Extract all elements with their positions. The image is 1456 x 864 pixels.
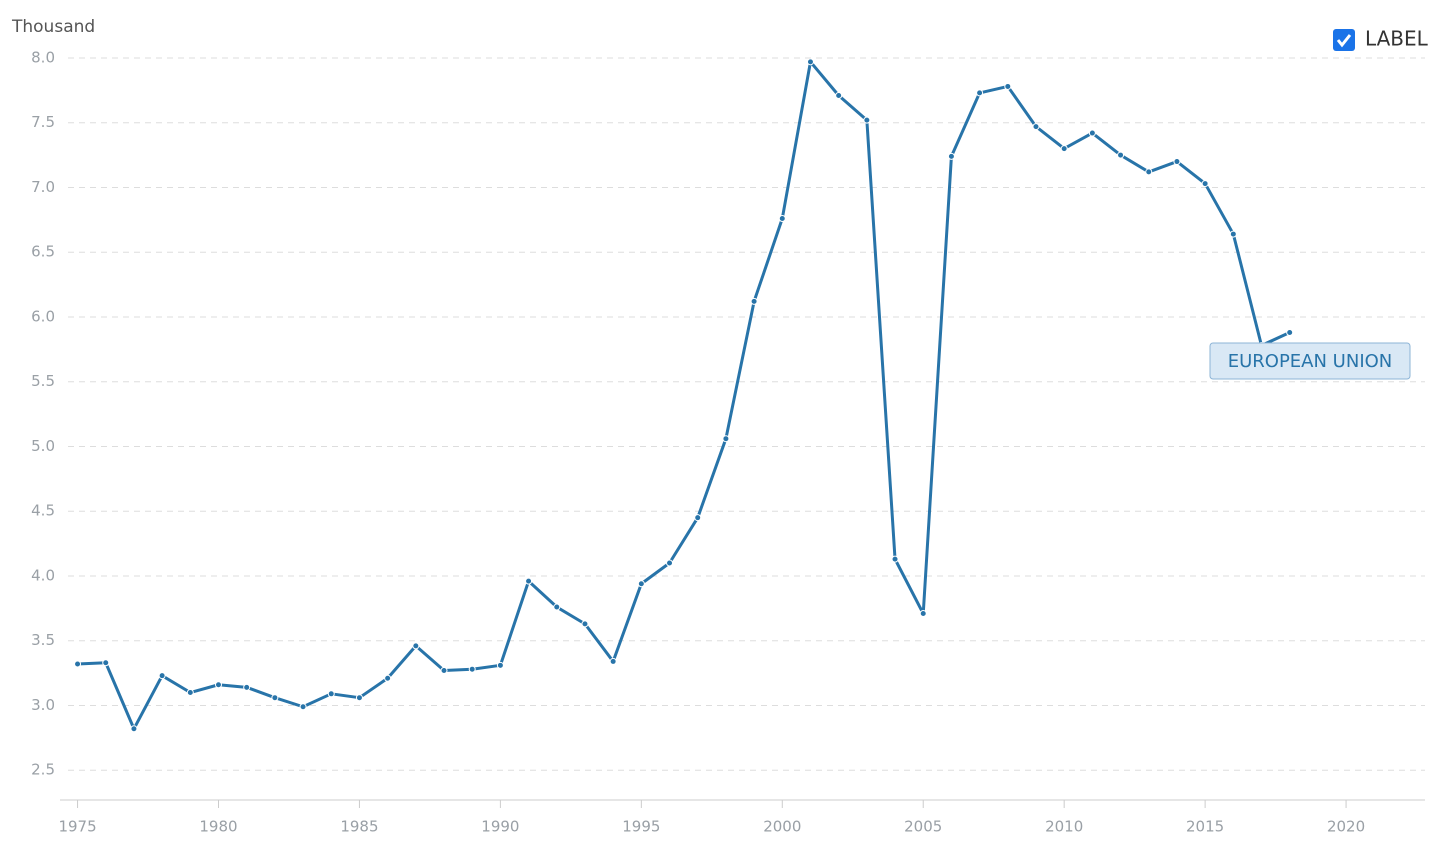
data-point [496,661,504,669]
series-annotation: EUROPEAN UNION [1209,342,1411,380]
data-point [553,603,561,611]
data-point [1145,168,1153,176]
data-point [919,610,927,618]
y-axis-label: Thousand [11,17,95,37]
data-point [355,694,363,702]
data-point [1173,158,1181,166]
data-point [750,297,758,305]
x-tick-label: 2015 [1186,818,1224,836]
checkbox[interactable] [1333,29,1355,51]
data-point [722,435,730,443]
data-point [1229,230,1237,238]
data-point [609,657,617,665]
data-point [976,89,984,97]
data-point [1060,145,1068,153]
data-point [1117,151,1125,159]
annotation-box [1209,342,1411,380]
checkmark [1336,34,1352,48]
data-point [102,659,110,667]
y-tick-label: 8.0 [31,48,55,66]
data-point [158,672,166,680]
x-tick-label: 1990 [481,818,519,836]
data-point [271,694,279,702]
y-tick-label: 5.5 [31,372,55,390]
data-point [327,690,335,698]
data-point [468,665,476,673]
x-tick-label: 1995 [622,818,660,836]
data-point [835,92,843,100]
y-tick-label: 3.0 [31,696,55,714]
y-tick-label: 2.5 [31,761,55,779]
y-tick-label: 6.5 [31,243,55,261]
data-point [214,681,222,689]
data-point [1286,328,1294,336]
y-tick-label: 3.5 [31,631,55,649]
data-point [581,620,589,628]
x-tick-label: 2010 [1045,818,1083,836]
data-point [243,683,251,691]
x-tick-label: 1985 [340,818,378,836]
data-point [1088,129,1096,137]
x-tick-label: 1975 [58,818,96,836]
x-tick-label: 1980 [199,818,237,836]
x-tick-label: 2000 [763,818,801,836]
data-point [863,116,871,124]
data-point [666,559,674,567]
x-tick-label: 2020 [1327,818,1365,836]
y-tick-label: 4.0 [31,566,55,584]
data-point [694,514,702,522]
series-line [77,60,1291,731]
data-point [947,152,955,160]
data-point [384,674,392,682]
y-tick-label: 5.0 [31,437,55,455]
y-tick-label: 7.0 [31,178,55,196]
y-tick-label: 6.0 [31,307,55,325]
y-tick-label: 4.5 [31,502,55,520]
data-point [74,660,82,668]
data-point [525,577,533,585]
data-point [637,580,645,588]
data-point [412,642,420,650]
series-toggle[interactable]: LABEL [1333,27,1429,52]
annotation-label: EUROPEAN UNION [1228,351,1393,372]
data-point [299,703,307,711]
data-point [1032,123,1040,131]
data-point [440,666,448,674]
x-tick-label: 2005 [904,818,942,836]
data-point [778,215,786,223]
data-point [891,555,899,563]
data-point [1004,82,1012,90]
data-point [186,689,194,697]
data-point [130,725,138,733]
data-point [1201,180,1209,188]
y-tick-label: 7.5 [31,113,55,131]
data-point [806,58,814,66]
toggle-label[interactable]: LABEL [1365,27,1429,51]
